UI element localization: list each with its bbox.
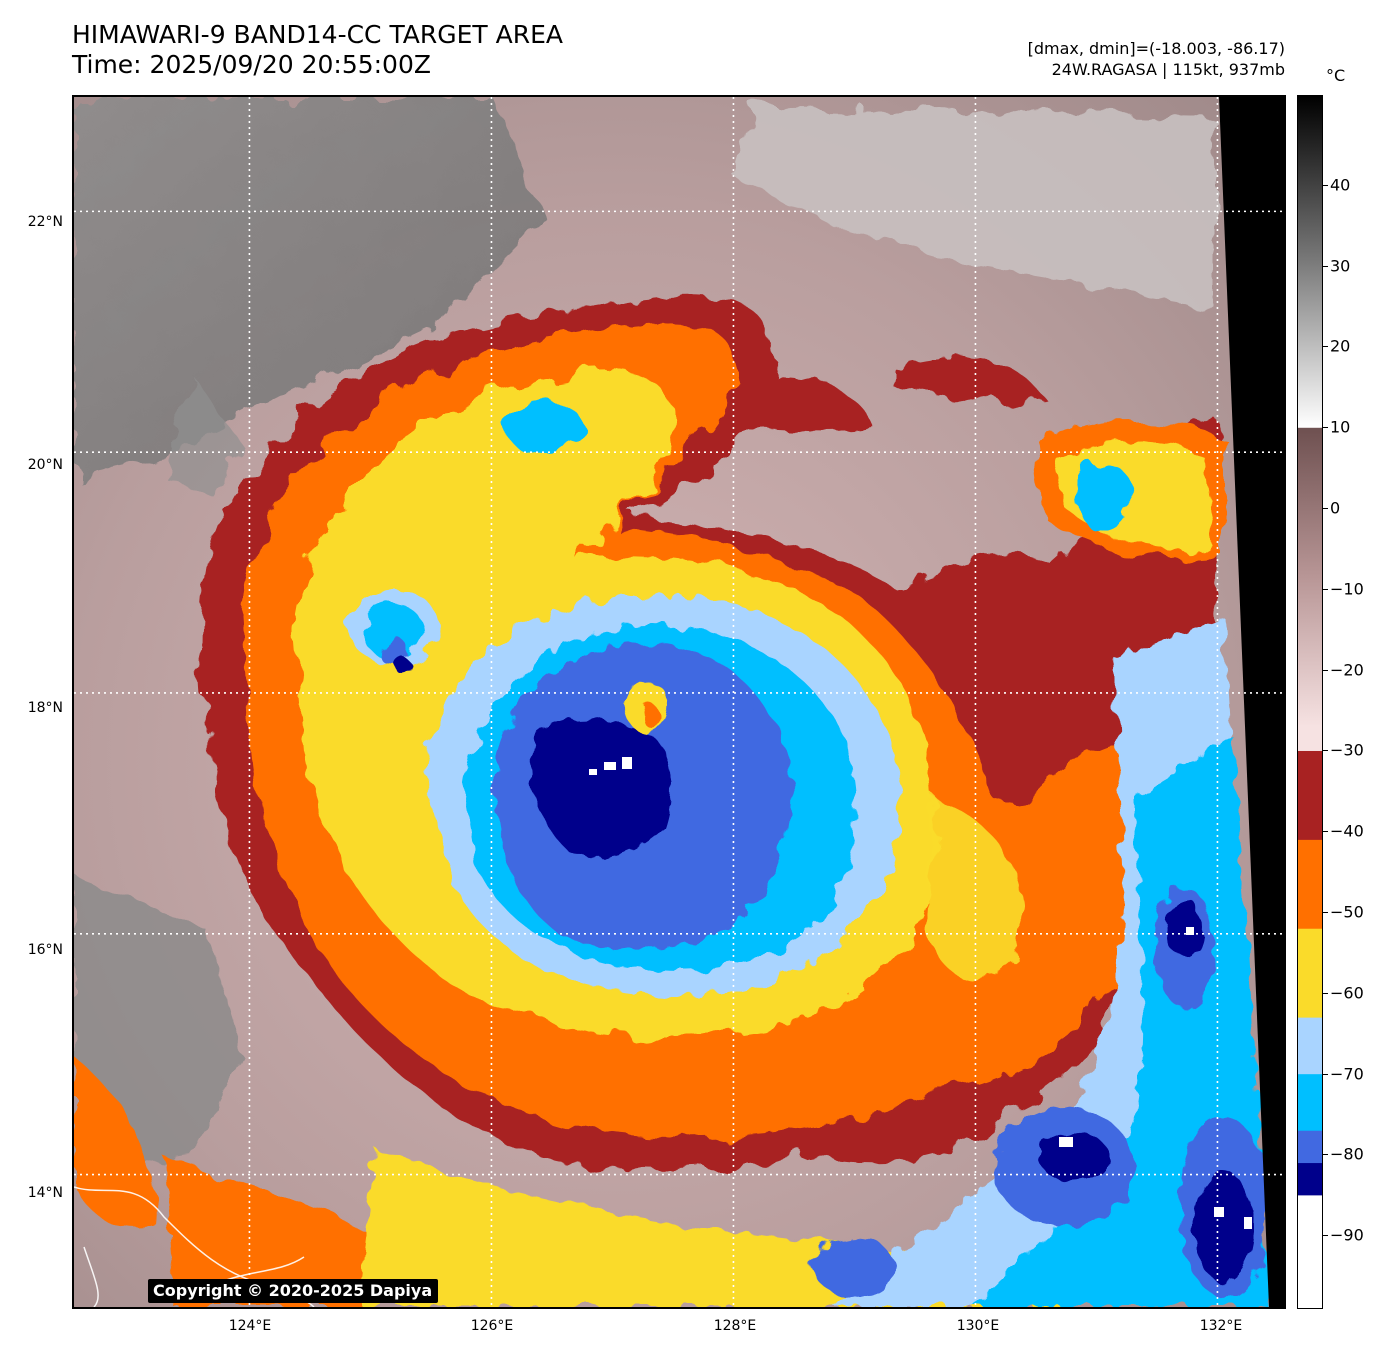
colorbar-tick bbox=[1323, 184, 1328, 186]
cbar-label-10: 10 bbox=[1330, 417, 1351, 437]
cbar-label-minus10: −10 bbox=[1330, 579, 1364, 599]
lat-label-22: 22°N bbox=[27, 214, 63, 230]
satellite-image bbox=[74, 97, 1284, 1307]
colorbar-band-3 bbox=[1298, 1073, 1322, 1131]
colorbar-tick bbox=[1323, 1235, 1328, 1237]
lat-label-14: 14°N bbox=[27, 1185, 63, 1201]
lon-label-126: 126°E bbox=[470, 1318, 514, 1334]
colorbar-band-7 bbox=[1298, 750, 1322, 840]
colorbar-band-2 bbox=[1298, 1130, 1322, 1164]
lat-label-20: 20°N bbox=[27, 457, 63, 473]
colorbar-tick bbox=[1323, 992, 1328, 994]
title-line-2: Time: 2025/09/20 20:55:00Z bbox=[72, 50, 431, 79]
colorbar-tick bbox=[1323, 1154, 1328, 1156]
storm-info: [dmax, dmin]=(-18.003, -86.17) 24W.RAGAS… bbox=[1028, 38, 1285, 80]
colorbar-bands bbox=[1298, 96, 1322, 1308]
colorbar-tick bbox=[1323, 912, 1328, 914]
info-line-1: [dmax, dmin]=(-18.003, -86.17) bbox=[1027, 39, 1285, 58]
colorbar-tick bbox=[1323, 427, 1328, 429]
colorbar-tick bbox=[1323, 831, 1328, 833]
chart-title: HIMAWARI-9 BAND14-CC TARGET AREA Time: 2… bbox=[72, 20, 563, 80]
lat-label-16: 16°N bbox=[27, 942, 63, 958]
satellite-map: Copyright © 2020-2025 Dapiya bbox=[72, 95, 1286, 1309]
cbar-label-0: 0 bbox=[1330, 498, 1341, 518]
lat-lon-grid bbox=[74, 97, 1284, 1307]
lat-label-18: 18°N bbox=[27, 700, 63, 716]
colorbar-band-9 bbox=[1298, 427, 1322, 727]
no-data-area bbox=[1219, 97, 1284, 1307]
cbar-label-minus90: −90 bbox=[1330, 1225, 1364, 1245]
image-content bbox=[74, 97, 1284, 1307]
cbar-label-minus40: −40 bbox=[1330, 821, 1364, 841]
eye bbox=[625, 681, 669, 733]
colorbar-tick bbox=[1323, 265, 1328, 267]
colorbar bbox=[1297, 95, 1323, 1309]
colorbar-tick bbox=[1323, 750, 1328, 752]
colorbar-band-4 bbox=[1298, 1017, 1322, 1075]
cbar-label-minus50: −50 bbox=[1330, 902, 1364, 922]
cbar-label-20: 20 bbox=[1330, 336, 1351, 356]
lon-label-130: 130°E bbox=[956, 1318, 1000, 1334]
colorbar-tick bbox=[1323, 588, 1328, 590]
title-line-1: HIMAWARI-9 BAND14-CC TARGET AREA bbox=[72, 20, 564, 49]
info-line-2: 24W.RAGASA | 115kt, 937mb bbox=[1051, 60, 1285, 79]
colorbar-band-10 bbox=[1298, 96, 1322, 428]
colorbar-tick bbox=[1323, 669, 1328, 671]
colorbar-svg bbox=[1298, 96, 1322, 1308]
cbar-label-minus80: −80 bbox=[1330, 1144, 1364, 1164]
cbar-label-minus20: −20 bbox=[1330, 660, 1364, 680]
lon-label-128: 128°E bbox=[713, 1318, 757, 1334]
cbar-label-minus70: −70 bbox=[1330, 1064, 1364, 1084]
colorbar-band-6 bbox=[1298, 839, 1322, 929]
colorbar-band-1 bbox=[1298, 1162, 1322, 1196]
coldest-cores bbox=[396, 659, 1254, 1282]
colorbar-tick bbox=[1323, 346, 1328, 348]
cbar-label-30: 30 bbox=[1330, 256, 1351, 276]
colorbar-band-5 bbox=[1298, 928, 1322, 1018]
gray-cloud-areas bbox=[74, 97, 1214, 1177]
lon-label-132: 132°E bbox=[1199, 1318, 1243, 1334]
cbar-label-minus30: −30 bbox=[1330, 740, 1364, 760]
colorbar-band-8 bbox=[1298, 726, 1322, 751]
colorbar-unit: °C bbox=[1326, 66, 1346, 85]
cbar-label-minus60: −60 bbox=[1330, 983, 1364, 1003]
colorbar-tick bbox=[1323, 1073, 1328, 1075]
cbar-label-40: 40 bbox=[1330, 175, 1351, 195]
copyright-label: Copyright © 2020-2025 Dapiya bbox=[148, 1279, 439, 1303]
overshooting-tops bbox=[589, 757, 1252, 1229]
colorbar-tick bbox=[1323, 508, 1328, 510]
colorbar-band-0 bbox=[1298, 1194, 1322, 1308]
lon-label-124: 124°E bbox=[228, 1318, 272, 1334]
